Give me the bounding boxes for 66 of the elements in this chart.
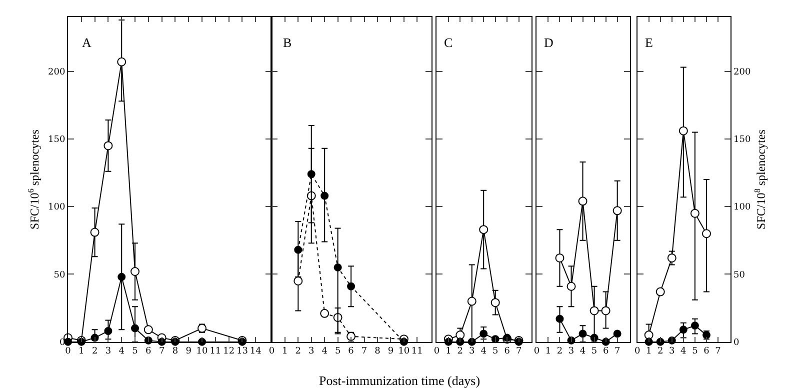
- x-tick-label: 12: [223, 346, 235, 357]
- x-tick-label: 9: [388, 346, 394, 357]
- y-tick-label: 150: [48, 135, 66, 146]
- x-tick-label: 3: [568, 346, 574, 357]
- x-tick-label: 10: [196, 346, 208, 357]
- y2-tick-label: 100: [734, 202, 751, 213]
- text: A: [82, 35, 92, 50]
- x-tick-label: 1: [446, 346, 452, 357]
- text: E: [645, 35, 653, 50]
- x-tick-label: 5: [132, 346, 138, 357]
- x-tick-label: 11: [210, 346, 222, 357]
- x-tick-label: 6: [504, 346, 510, 357]
- x-tick-label: 3: [469, 346, 476, 357]
- y-tick-label: 200: [48, 68, 66, 78]
- x-tick-label: 6: [602, 346, 609, 357]
- x-tick-label: 4: [118, 346, 125, 357]
- x-tick-label: 5: [492, 346, 498, 357]
- x-tick-label: 9: [186, 346, 192, 357]
- x-tick-label: 8: [172, 346, 178, 357]
- x-tick-label: 7: [614, 346, 620, 357]
- x-tick-label: 5: [692, 346, 698, 357]
- x-tick-label: 14: [250, 346, 262, 357]
- text: D: [544, 35, 554, 50]
- x-tick-label: 1: [78, 346, 84, 357]
- x-tick-label: 13: [236, 346, 248, 357]
- x-tick-label: 8: [374, 346, 381, 357]
- text: C: [444, 35, 453, 50]
- x-tick-label: 3: [308, 346, 315, 357]
- x-tick-label: 6: [146, 346, 152, 357]
- x-tick-label: 2: [556, 346, 563, 357]
- x-tick-label: 7: [158, 346, 165, 357]
- y2-tick-label: 0: [734, 338, 740, 348]
- x-tick-label: 1: [646, 346, 652, 357]
- x-tick-label: 0: [268, 346, 275, 357]
- y-tick-label: 50: [54, 270, 66, 280]
- y-tick-label: 100: [48, 202, 66, 213]
- x-tick-label: 7: [715, 346, 722, 357]
- x-tick-label: 2: [657, 346, 664, 357]
- x-tick-label: 7: [361, 346, 368, 357]
- x-tick-label: 1: [545, 346, 552, 357]
- x-tick-label: 2: [295, 346, 302, 357]
- x-tick-label: 3: [669, 346, 676, 357]
- x-tick-label: 5: [334, 346, 341, 357]
- text: B: [283, 35, 292, 50]
- x-tick-label: 7: [516, 346, 522, 357]
- y2-tick-label: 150: [734, 135, 751, 146]
- x-tick-label: 2: [457, 346, 464, 357]
- x-tick-label: 4: [480, 346, 487, 357]
- y2-tick-label: 200: [734, 68, 751, 78]
- x-tick-label: 1: [282, 346, 288, 357]
- x-tick-label: 4: [322, 346, 328, 357]
- x-tick-label: 11: [411, 346, 423, 357]
- y2-tick-label: 50: [734, 270, 746, 280]
- x-axis-title: Post-immunization time (days): [319, 373, 480, 388]
- x-tick-label: 6: [704, 346, 710, 357]
- x-tick-label: 4: [580, 346, 586, 357]
- x-tick-label: 5: [591, 346, 598, 357]
- x-tick-label: 4: [680, 346, 687, 357]
- x-tick-label: 0: [534, 346, 540, 357]
- x-tick-label: 2: [92, 346, 98, 357]
- y-tick-label: 0: [59, 338, 66, 348]
- x-tick-label: 0: [634, 346, 640, 357]
- x-tick-label: 3: [105, 346, 112, 357]
- x-tick-label: 0: [434, 346, 440, 357]
- x-tick-label: 6: [348, 346, 354, 357]
- x-tick-label: 10: [398, 346, 410, 357]
